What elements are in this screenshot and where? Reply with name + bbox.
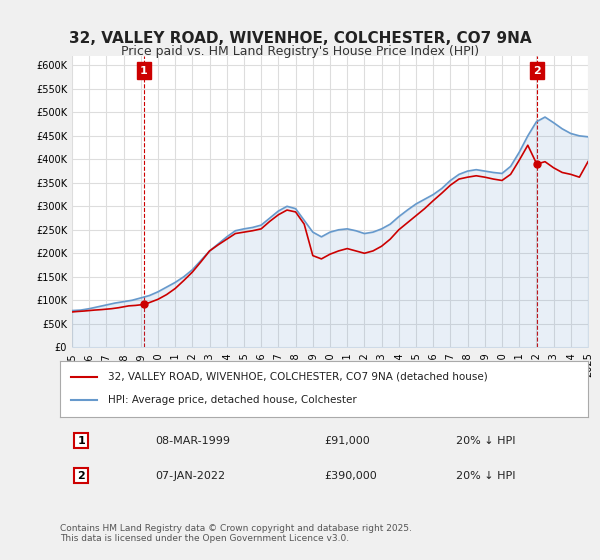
Text: Contains HM Land Registry data © Crown copyright and database right 2025.
This d: Contains HM Land Registry data © Crown c… <box>60 524 412 543</box>
Text: 1: 1 <box>77 436 85 446</box>
Text: 32, VALLEY ROAD, WIVENHOE, COLCHESTER, CO7 9NA: 32, VALLEY ROAD, WIVENHOE, COLCHESTER, C… <box>68 31 532 46</box>
Text: Price paid vs. HM Land Registry's House Price Index (HPI): Price paid vs. HM Land Registry's House … <box>121 45 479 58</box>
Text: 20% ↓ HPI: 20% ↓ HPI <box>456 436 515 446</box>
Text: 2: 2 <box>77 470 85 480</box>
Text: £91,000: £91,000 <box>324 436 370 446</box>
Text: HPI: Average price, detached house, Colchester: HPI: Average price, detached house, Colc… <box>107 395 356 405</box>
Text: 32, VALLEY ROAD, WIVENHOE, COLCHESTER, CO7 9NA (detached house): 32, VALLEY ROAD, WIVENHOE, COLCHESTER, C… <box>107 372 487 382</box>
Text: 08-MAR-1999: 08-MAR-1999 <box>155 436 230 446</box>
Text: £390,000: £390,000 <box>324 470 377 480</box>
Text: 07-JAN-2022: 07-JAN-2022 <box>155 470 225 480</box>
Text: 1: 1 <box>140 66 148 76</box>
Text: 2: 2 <box>533 66 541 76</box>
Text: 20% ↓ HPI: 20% ↓ HPI <box>456 470 515 480</box>
